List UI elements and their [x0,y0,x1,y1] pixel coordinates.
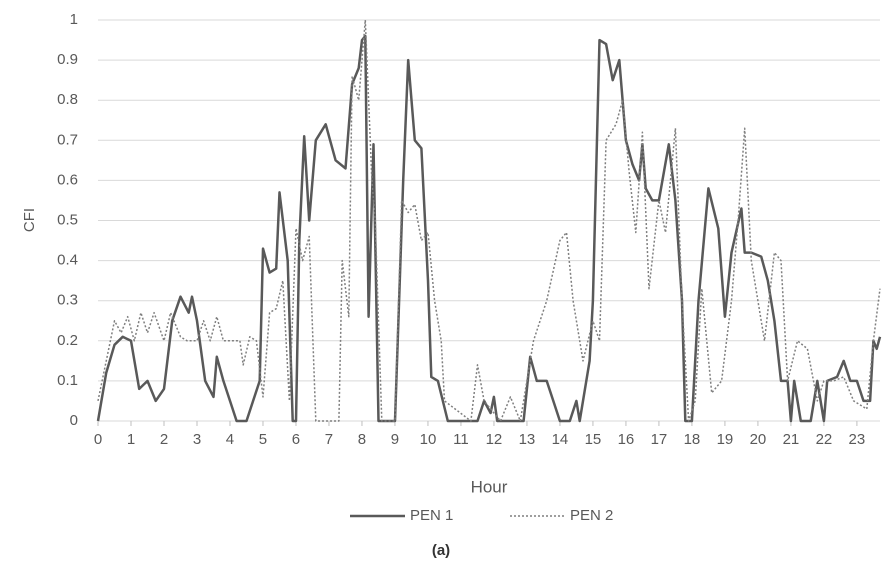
x-tick-label: 10 [420,431,437,448]
x-tick-label: 7 [325,431,333,448]
y-tick-label: 0.9 [57,51,78,68]
x-tick-label: 13 [519,431,536,448]
x-tick-label: 17 [651,431,668,448]
x-tick-label: 19 [717,431,734,448]
x-tick-label: 9 [391,431,399,448]
y-tick-label: 0.7 [57,131,78,148]
x-axis-label: Hour [471,477,508,496]
y-tick-label: 0.5 [57,211,78,228]
x-tick-label: 12 [486,431,503,448]
y-tick-label: 0.3 [57,292,78,309]
x-tick-label: 6 [292,431,300,448]
x-tick-label: 4 [226,431,234,448]
caption: (a) [432,542,450,559]
x-tick-label: 3 [193,431,201,448]
x-tick-label: 0 [94,431,102,448]
x-tick-label: 23 [849,431,866,448]
x-tick-label: 8 [358,431,366,448]
y-tick-label: 0 [70,412,78,429]
y-tick-label: 1 [70,11,78,28]
x-tick-label: 1 [127,431,135,448]
x-tick-label: 2 [160,431,168,448]
legend-label: PEN 2 [570,507,613,524]
y-tick-label: 0.2 [57,332,78,349]
x-tick-label: 15 [585,431,602,448]
y-axis-label: CFI [21,208,38,232]
y-tick-label: 0.8 [57,91,78,108]
x-tick-label: 20 [750,431,767,448]
x-tick-label: 11 [453,431,469,448]
x-tick-label: 22 [816,431,833,448]
y-tick-label: 0.4 [57,252,78,269]
x-tick-label: 14 [552,431,569,448]
x-tick-label: 21 [783,431,800,448]
legend-label: PEN 1 [410,507,453,524]
x-tick-label: 16 [618,431,635,448]
data-line [96,34,882,423]
y-tick-label: 0.1 [57,372,78,389]
y-tick-label: 0.6 [57,171,78,188]
x-tick-label: 18 [684,431,701,448]
x-tick-label: 5 [259,431,267,448]
